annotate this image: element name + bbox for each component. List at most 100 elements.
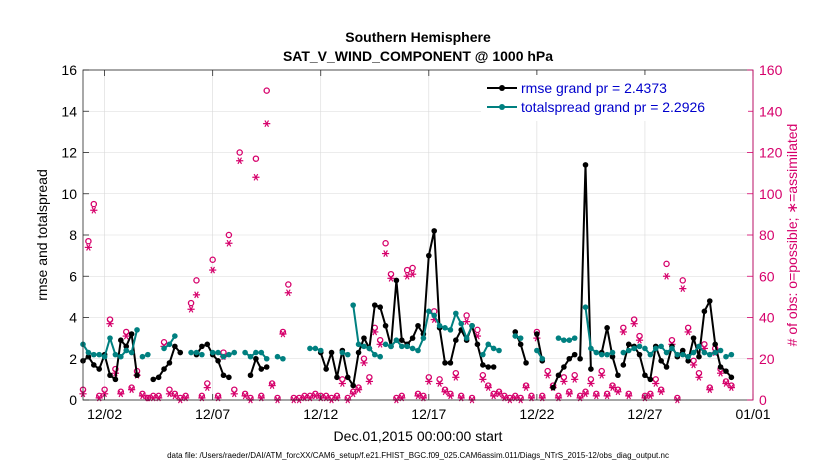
- rmse-point: [604, 325, 610, 331]
- totalspread-point: [463, 335, 470, 341]
- rmse-line: [249, 357, 268, 376]
- obs-possible-marker: [360, 355, 368, 362]
- obs-assimilated-marker: [560, 378, 568, 385]
- rmse-point: [588, 366, 594, 372]
- rmse-point: [334, 374, 340, 381]
- obs-assimilated-marker: [689, 361, 698, 369]
- totalspread-point: [620, 349, 627, 356]
- totalspread-point: [355, 341, 362, 348]
- rmse-point: [615, 372, 621, 379]
- totalspread-point: [118, 353, 124, 360]
- y-tick-label: 16: [61, 62, 77, 78]
- totalspread-point: [669, 345, 675, 352]
- obs-assimilated-marker: [630, 320, 638, 328]
- rmse-point: [706, 298, 713, 304]
- totalspread-point: [728, 351, 735, 358]
- rmse-point: [712, 341, 718, 348]
- totalspread-point: [593, 349, 600, 356]
- totalspread-point: [469, 322, 475, 329]
- obs-assimilated-marker: [706, 386, 714, 394]
- totalspread-point: [490, 345, 497, 352]
- x-tick-label: 12/07: [195, 406, 230, 422]
- obs-assimilated-marker: [376, 340, 384, 348]
- rmse-point: [485, 364, 492, 370]
- obs-assimilated-marker: [354, 386, 363, 394]
- obs-assimilated-marker: [338, 380, 346, 387]
- totalspread-point: [382, 341, 389, 348]
- totalspread-point: [209, 349, 216, 356]
- rmse-point: [625, 341, 632, 348]
- rmse-point: [658, 358, 664, 364]
- legend-spread-marker: [499, 104, 505, 110]
- obs-assimilated-marker: [608, 384, 617, 392]
- rmse-point: [393, 277, 400, 284]
- totalspread-point: [128, 349, 135, 356]
- obs-possible-marker: [90, 200, 98, 208]
- y-tick-label: 4: [69, 310, 77, 326]
- obs-assimilated-marker: [279, 330, 287, 338]
- rmse-point: [663, 364, 670, 370]
- totalspread-point: [366, 345, 373, 352]
- rmse-point: [447, 360, 454, 366]
- obs-assimilated-marker: [414, 392, 422, 400]
- totalspread-point: [307, 345, 313, 352]
- rmse-point: [647, 376, 654, 383]
- obs-assimilated-marker: [117, 390, 125, 398]
- rmse-point: [220, 372, 227, 379]
- rmse-point: [577, 355, 583, 362]
- obs-assimilated-marker: [446, 392, 455, 400]
- obs-possible-marker: [436, 376, 443, 383]
- rmse-point: [107, 372, 113, 379]
- obs-possible-marker: [160, 338, 168, 346]
- obs-possible-marker: [285, 281, 292, 288]
- y-tick-label: 6: [69, 268, 77, 284]
- totalspread-point: [436, 322, 443, 329]
- y-tick-label: 12: [61, 145, 77, 161]
- obs-possible-marker: [479, 371, 487, 379]
- obs-possible-marker: [403, 266, 411, 274]
- totalspread-point: [447, 327, 454, 333]
- obs-assimilated-marker: [598, 371, 606, 379]
- rmse-point: [96, 366, 103, 372]
- rmse-point: [350, 382, 356, 389]
- totalspread-point: [220, 353, 227, 360]
- rmse-point: [555, 372, 562, 379]
- rmse-point: [679, 347, 686, 354]
- rmse-point: [512, 329, 519, 335]
- obs-possible-marker: [695, 369, 703, 377]
- obs-possible-marker: [679, 277, 687, 284]
- rmse-point: [323, 366, 329, 372]
- rmse-point: [620, 362, 627, 368]
- rmse-point: [134, 372, 140, 379]
- totalspread-point: [280, 355, 286, 362]
- totalspread-point: [393, 337, 400, 343]
- totalspread-point: [534, 347, 540, 354]
- obs-assimilated-marker: [695, 373, 703, 381]
- totalspread-point: [312, 345, 319, 352]
- rmse-point: [118, 337, 124, 343]
- rmse-point: [685, 358, 691, 364]
- totalspread-point: [199, 351, 205, 358]
- y-tick-label: 2: [69, 351, 77, 367]
- totalspread-point: [512, 333, 519, 339]
- obs-possible-marker: [474, 326, 481, 334]
- totalspread-point: [361, 343, 367, 350]
- chart-title-line-2: SAT_V_WIND_COMPONENT @ 1000 hPa: [283, 48, 553, 64]
- y-tick-label: 8: [69, 227, 77, 243]
- totalspread-point: [96, 351, 103, 358]
- obs-assimilated-marker: [490, 392, 498, 400]
- obs-possible-marker: [106, 316, 114, 323]
- rmse-point: [247, 372, 254, 379]
- obs-possible-marker: [630, 316, 638, 323]
- totalspread-point: [247, 353, 254, 360]
- obs-assimilated-marker: [165, 390, 174, 398]
- obs-assimilated-marker: [122, 332, 130, 340]
- obs-assimilated-marker: [230, 390, 238, 398]
- totalspread-line: [584, 307, 603, 356]
- obs-possible-marker: [652, 376, 659, 383]
- rmse-point: [199, 343, 205, 350]
- obs-possible-marker: [571, 371, 578, 379]
- totalspread-point: [107, 335, 113, 341]
- obs-possible-marker: [193, 277, 200, 284]
- obs-assimilated-marker: [657, 388, 665, 396]
